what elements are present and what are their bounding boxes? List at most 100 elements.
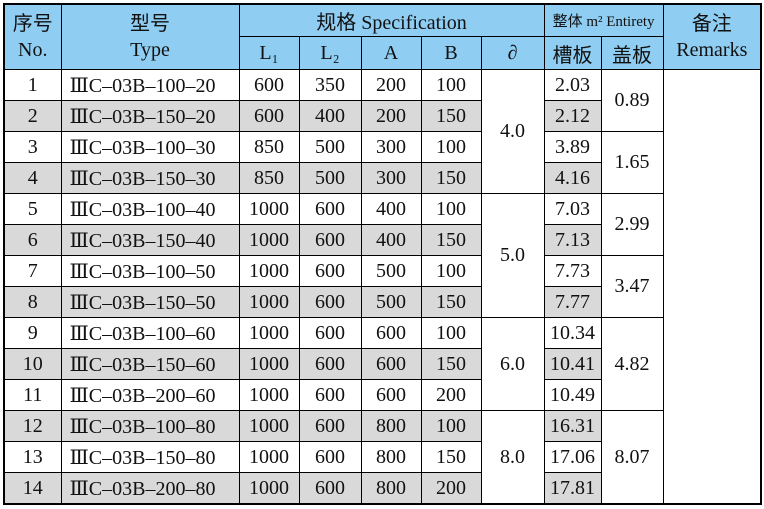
no-cell: 12 <box>3 410 62 442</box>
table-row: 12 ⅢC–03B–100–80 1000 600 800 100 8.0 16.31 8.07 <box>3 410 761 505</box>
a-cell: 400 <box>360 224 422 256</box>
table-row: 3 ⅢC–03B–100–30 850 500 300 100 3.89 1.65 <box>3 131 761 194</box>
table-row: 8 ⅢC–03B–150–50 1000 600 500 150 7.77 <box>3 286 761 318</box>
type-cell: ⅢC–03B–150–80 <box>60 441 240 473</box>
thickness-cell: 8.0 <box>480 410 545 505</box>
slot-cell: 10.34 <box>543 317 602 349</box>
slot-cell: 10.49 <box>543 379 602 411</box>
l1-cell: 600 <box>238 69 300 101</box>
no-cell: 6 <box>3 224 62 256</box>
l1-cell: 1000 <box>238 224 300 256</box>
thickness-cell: 4.0 <box>480 69 545 194</box>
cover-cell: 0.89 <box>600 69 664 132</box>
type-cell: ⅢC–03B–150–40 <box>60 224 240 256</box>
a-cell: 800 <box>360 441 422 473</box>
no-cell: 10 <box>3 348 62 380</box>
no-cell: 11 <box>3 379 62 411</box>
no-cell: 7 <box>3 255 62 287</box>
l1-cell: 1000 <box>238 317 300 349</box>
b-cell: 150 <box>420 224 482 256</box>
no-cell: 5 <box>3 193 62 225</box>
table-row: 9 ⅢC–03B–100–60 1000 600 600 100 6.0 10.34 4.82 <box>3 317 761 411</box>
cover-cell: 1.65 <box>600 131 664 194</box>
table-row: 14 ⅢC–03B–200–80 1000 600 800 200 17.81 <box>3 472 761 505</box>
l2-cell: 600 <box>298 317 362 349</box>
table-row: 1 ⅢC–03B–100–20 600 350 200 100 4.0 2.03 0.89 <box>3 69 762 505</box>
b-cell: 200 <box>420 379 482 411</box>
table-row: 2 ⅢC–03B–150–20 600 400 200 150 2.12 <box>3 100 761 132</box>
a-cell: 500 <box>360 255 422 287</box>
header-cell: ∂ <box>480 36 545 70</box>
header-en: Remarks <box>676 39 748 61</box>
l1-cell: 1000 <box>238 410 300 442</box>
table-header: 序号 No. 型号 Type 规格 Specification 整体 m² Enti… <box>3 3 762 70</box>
no-cell: 14 <box>3 472 62 505</box>
b-cell: 100 <box>420 255 482 287</box>
cover-cell: 8.07 <box>600 410 664 505</box>
l2-cell: 600 <box>298 410 362 442</box>
slot-cell: 7.73 <box>543 255 602 287</box>
no-cell: 9 <box>3 317 62 349</box>
b-cell: 100 <box>420 131 482 163</box>
l2-cell: 600 <box>298 286 362 318</box>
type-cell: ⅢC–03B–150–50 <box>60 286 240 318</box>
a-cell: 400 <box>360 193 422 225</box>
l2-cell: 500 <box>298 131 362 163</box>
table-row: 5 ⅢC–03B–100–40 1000 600 400 100 5.0 7.03 2.99 <box>3 193 761 318</box>
thickness-cell: 6.0 <box>480 317 545 411</box>
no-cell: 13 <box>3 441 62 473</box>
l1-cell: 850 <box>238 162 300 194</box>
b-cell: 150 <box>420 441 482 473</box>
l2-cell: 600 <box>298 193 362 225</box>
type-cell: ⅢC–03B–100–80 <box>60 410 240 442</box>
no-cell: 4 <box>3 162 62 194</box>
slot-cell: 2.03 <box>543 69 602 101</box>
slot-cell: 4.16 <box>543 162 602 194</box>
no-cell: 1 <box>3 69 62 101</box>
l2-cell: 600 <box>298 379 362 411</box>
b-cell: 100 <box>420 410 482 442</box>
cover-cell: 3.47 <box>600 255 664 318</box>
l1-cell: 1000 <box>238 472 300 505</box>
slot-cell: 7.03 <box>543 193 602 225</box>
header-cell: B <box>420 36 482 70</box>
b-cell: 150 <box>420 286 482 318</box>
l2-cell: 400 <box>298 100 362 132</box>
l1-cell: 850 <box>238 131 300 163</box>
header-cell: L₂ <box>298 36 362 70</box>
table-row: 13 ⅢC–03B–150–80 1000 600 800 150 17.06 <box>3 441 761 473</box>
l1-cell: 600 <box>238 100 300 132</box>
type-cell: ⅢC–03B–100–60 <box>60 317 240 349</box>
header-cell: 序号 No. <box>3 3 62 70</box>
slot-cell: 10.41 <box>543 348 602 380</box>
b-cell: 100 <box>420 69 482 101</box>
slot-cell: 2.12 <box>543 100 602 132</box>
type-cell: ⅢC–03B–200–60 <box>60 379 240 411</box>
type-cell: ⅢC–03B–100–20 <box>60 69 240 101</box>
remarks-cell <box>662 69 762 505</box>
table-row: 11 ⅢC–03B–200–60 1000 600 600 200 10.49 <box>3 379 761 411</box>
header-en: Type <box>130 39 170 61</box>
header-cn: 型号 <box>130 13 170 35</box>
l2-cell: 500 <box>298 162 362 194</box>
header-row: L₁ L₂ A B ∂ 槽板 盖板 <box>4 36 761 70</box>
header-cell: 槽板 <box>543 36 602 70</box>
type-cell: ⅢC–03B–200–80 <box>60 472 240 505</box>
slot-cell: 17.06 <box>543 441 602 473</box>
a-cell: 200 <box>360 100 422 132</box>
b-cell: 100 <box>420 317 482 349</box>
no-cell: 8 <box>3 286 62 318</box>
slot-cell: 17.81 <box>543 472 602 505</box>
slot-cell: 7.77 <box>543 286 602 318</box>
header-cn: 备注 <box>691 13 732 35</box>
header-row: 序号 No. 型号 Type 规格 Specification 整体 m² Enti… <box>3 3 762 70</box>
type-cell: ⅢC–03B–100–50 <box>60 255 240 287</box>
l2-cell: 600 <box>298 255 362 287</box>
no-cell: 3 <box>3 131 62 163</box>
header-cell: 整体 m² Entirety <box>543 3 664 37</box>
header-en: No. <box>18 39 48 61</box>
b-cell: 150 <box>420 162 482 194</box>
type-cell: ⅢC–03B–100–30 <box>60 131 240 163</box>
b-cell: 100 <box>420 193 482 225</box>
